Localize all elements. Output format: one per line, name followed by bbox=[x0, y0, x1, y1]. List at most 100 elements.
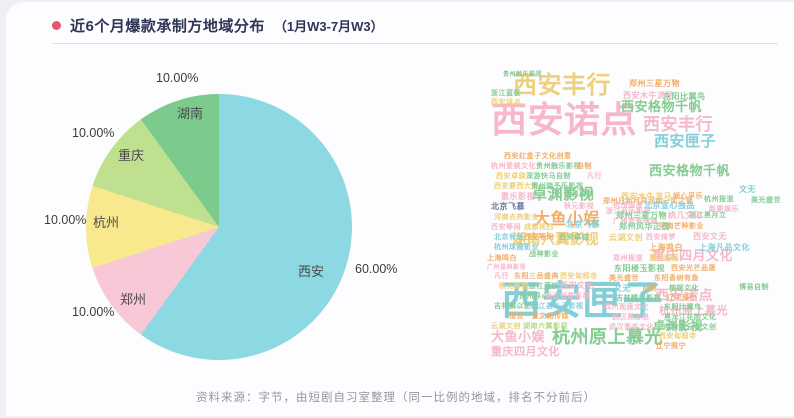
wordcloud-word: 武汉青禾文化 bbox=[609, 324, 654, 331]
pie-value-hangzhou: 10.00% bbox=[44, 213, 87, 227]
wordcloud-word: 西安卓骁 bbox=[559, 234, 589, 241]
report-card: 近6个月爆款承制方地域分布 （1月W3-7月W3） 西安 60.00% 郑州 1… bbox=[6, 2, 794, 416]
wordcloud-word: 北京有鱼 bbox=[494, 234, 524, 241]
wordcloud-word: 河南芒种影业 bbox=[659, 223, 704, 230]
wordcloud-word: 杭州原上慕光 bbox=[552, 327, 663, 347]
wordcloud-word: 卓渊影视 bbox=[532, 186, 595, 203]
wordcloud-word: 成都视白 bbox=[524, 224, 554, 231]
wordcloud: 西安丰行 西安诺点 西安格物千帆 西安丰行 西安匣子 西安格物千帆 卓渊影视 大鱼小娱 湖南六翼… bbox=[461, 60, 794, 378]
wordcloud-word: 大鱼小娱 bbox=[491, 329, 546, 344]
wordcloud-word: 贵州异心 bbox=[519, 293, 549, 300]
wordcloud-word: 上海鸣白 bbox=[487, 255, 517, 262]
wordcloud-word: 北京飞慕 bbox=[566, 220, 600, 229]
wordcloud-word: 郑州三星万物 bbox=[616, 211, 667, 220]
wordcloud-word: 西安格物千帆 bbox=[621, 99, 703, 114]
wordcloud-word: 辽宁照宁 bbox=[656, 343, 686, 350]
pie-circle bbox=[86, 94, 352, 360]
wordcloud-word: 辽宁照宁 bbox=[667, 295, 697, 302]
wordcloud-word: 西安格物千帆 bbox=[649, 163, 731, 178]
wordcloud-word: 东阳楼玉影视 bbox=[614, 264, 665, 273]
pie-label-zhengzhou: 郑州 bbox=[120, 292, 147, 307]
wordcloud-word: 西安匣子 bbox=[654, 133, 717, 150]
wordcloud-word: 杭州球圈影业 bbox=[494, 244, 539, 251]
wordcloud-word: 重庆四月文化 bbox=[491, 346, 560, 358]
wordcloud-word: 北京飞慕 bbox=[491, 202, 525, 211]
wordcloud-word: 战神影业 bbox=[529, 251, 559, 258]
wordcloud-word: 重庆四月文化 bbox=[652, 248, 734, 263]
wordcloud-word: 西安光芒品晟 bbox=[671, 265, 716, 272]
wordcloud-word: 贵州触乐影视 bbox=[503, 72, 543, 78]
wordcloud-word: 西安绮梦 bbox=[646, 234, 676, 241]
wordcloud-word: 西安文无 bbox=[693, 232, 727, 241]
wordcloud-word: 浙江蓝枝 bbox=[491, 90, 521, 97]
bullet-icon bbox=[52, 21, 61, 30]
wordcloud-word: 西安甸桓寺 bbox=[560, 273, 598, 280]
pie-chart: 西安 60.00% 郑州 10.00% 杭州 10.00% 重庆 10.00% … bbox=[6, 2, 794, 418]
wordcloud-word: 广州蓝典影视 bbox=[487, 265, 527, 271]
wordcloud-word: 东阳三岳盛典 bbox=[514, 273, 559, 280]
wordcloud-word: 美光盛世 bbox=[751, 197, 781, 204]
wordcloud-word: 武汉黑必思 bbox=[612, 314, 650, 321]
wordcloud-word: 湖南六翼影视 bbox=[512, 231, 599, 247]
wordcloud-word: 西安诺点 bbox=[491, 99, 638, 140]
wordcloud-word: 杭州国漫 bbox=[613, 202, 643, 209]
wordcloud-word: 上海凡品文化 bbox=[699, 243, 750, 252]
wordcloud-word: 自制 bbox=[642, 285, 657, 292]
wordcloud-word: 大鱼小娱 bbox=[534, 211, 601, 228]
wordcloud-word: 杭州报道 bbox=[704, 196, 734, 203]
wordcloud-word: 广州宣壳映画 bbox=[613, 218, 658, 225]
wordcloud-word: 秋元影视 bbox=[564, 203, 594, 210]
wordcloud-word: 卓渊影视 bbox=[653, 319, 704, 333]
wordcloud-word: 恒合一宣文化传媒 bbox=[509, 313, 569, 320]
page-subtitle: （1月W3-7月W3） bbox=[273, 19, 384, 34]
wordcloud-word: 黑龙江花脸文化 bbox=[664, 314, 717, 321]
wordcloud-word: 榕娱文化 bbox=[669, 285, 699, 292]
wordcloud-word: 西安丰行 bbox=[513, 72, 611, 99]
wordcloud-word: 云湖文创 bbox=[609, 233, 643, 242]
pie-value-xian: 60.00% bbox=[355, 262, 398, 276]
wordcloud-word: 西安误点 bbox=[491, 99, 521, 106]
wordcloud-word: 北京宣心独品 bbox=[644, 201, 695, 210]
wordcloud-word: 郑州日新月异河南一风之音 bbox=[603, 198, 693, 205]
wordcloud-word: 东阳比翼鸟 bbox=[663, 92, 706, 101]
wordcloud-word: 上海鸣白 bbox=[649, 243, 683, 252]
wordcloud-word: 郑州三星万物 bbox=[629, 79, 680, 88]
wordcloud-word: 浙江蓝乐影视 bbox=[606, 208, 651, 215]
wordcloud-word: 东阳香树有鱼 bbox=[654, 275, 699, 282]
wordcloud-word: 重光映画 bbox=[649, 255, 679, 262]
wordcloud-word: 西安丰行 bbox=[643, 115, 713, 134]
wordcloud-word: 哈尔滨云雀文创 bbox=[664, 324, 717, 331]
wordcloud-word: 西安匣子 bbox=[501, 279, 663, 323]
wordcloud-word: 湖南六翼影视 bbox=[523, 323, 568, 330]
wordcloud-word: 河南去拘影业 bbox=[494, 214, 539, 221]
wordcloud-word: 西安诺点 bbox=[655, 287, 713, 303]
wordcloud-word: 郑州报道 bbox=[613, 255, 643, 262]
pie-label-hunan: 湖南 bbox=[177, 106, 204, 121]
wordcloud-word: 新要娱乐 bbox=[709, 206, 739, 213]
wordcloud-word: 自制 bbox=[577, 163, 592, 170]
wordcloud-word: 秋元影视 bbox=[499, 283, 529, 290]
wordcloud-word: 浙江恒星影视 bbox=[545, 293, 590, 300]
wordcloud-word: 博易自制 bbox=[564, 191, 594, 198]
wordcloud-word: 吉林鳞以影视 bbox=[494, 303, 539, 310]
wordcloud-word: 吉林鳞以影视 bbox=[616, 295, 661, 302]
page-title: 近6个月爆款承制方地域分布 bbox=[70, 18, 265, 35]
header-divider bbox=[52, 43, 778, 44]
wordcloud-word: 浙江黑月立 bbox=[689, 212, 727, 219]
wordcloud-word: 西安文无 bbox=[560, 281, 594, 290]
header: 近6个月爆款承制方地域分布 （1月W3-7月W3） bbox=[52, 15, 384, 36]
wordcloud-word: 东阳比翼鸟 bbox=[664, 304, 702, 311]
wordcloud-word: 深游快马自制 bbox=[526, 173, 571, 180]
wordcloud-word: 云湖文创 bbox=[491, 323, 521, 330]
wordcloud-word: 西安等闲 bbox=[491, 224, 521, 231]
pie-value-zhengzhou: 10.00% bbox=[72, 305, 115, 319]
wordcloud-word: 郑州风华正茂 bbox=[619, 222, 670, 231]
pie-label-xian: 西安 bbox=[298, 264, 325, 279]
wordcloud-word: 文无 bbox=[739, 185, 756, 194]
wordcloud-word: 西安木牛流马 bbox=[621, 192, 672, 201]
wordcloud-word: 四川观唐文化 bbox=[604, 304, 649, 311]
wordcloud-word: 凡行 bbox=[494, 273, 509, 280]
wordcloud-word: 杭州爱娱文化 bbox=[491, 163, 536, 170]
pie-label-hangzhou: 杭州 bbox=[93, 215, 120, 230]
wordcloud-word: 西安要西大娱 bbox=[494, 183, 539, 190]
